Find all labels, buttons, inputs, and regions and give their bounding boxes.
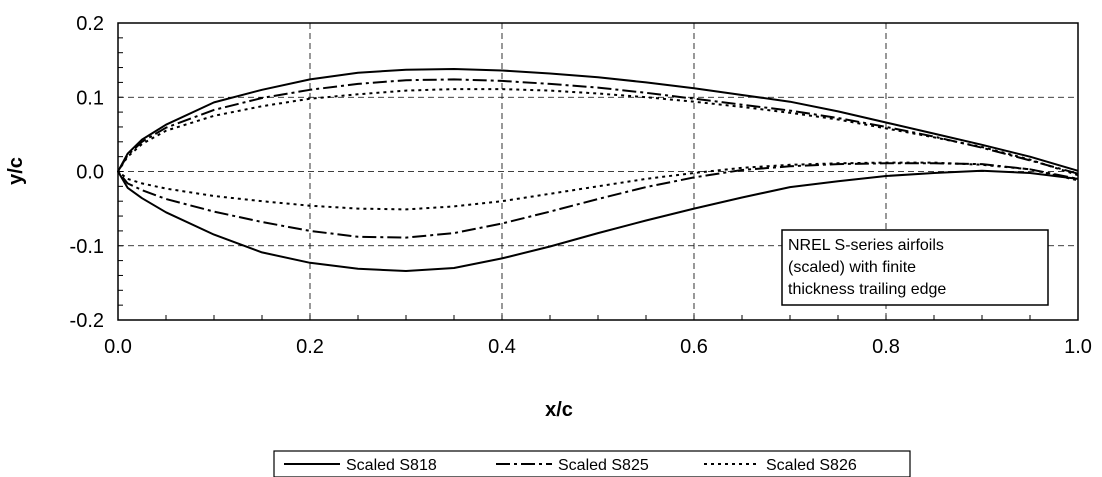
y-tick-labels: -0.2 -0.1 0.0 0.1 0.2: [70, 13, 104, 332]
x-tick-label: 1.0: [1064, 336, 1092, 358]
y-tick-label: 0.2: [76, 13, 104, 35]
minor-ticks: [117, 22, 1079, 321]
annotation-line-2: (scaled) with finite: [788, 259, 916, 276]
x-tick-label: 0.6: [680, 336, 708, 358]
y-tick-label: -0.1: [70, 236, 104, 258]
x-axis-title: x/c: [545, 399, 573, 421]
annotation-line-3: thickness trailing edge: [788, 281, 946, 298]
annotation-box: NREL S-series airfoils (scaled) with fin…: [781, 229, 1049, 306]
legend-frame: [273, 450, 911, 477]
legend-label-3: Scaled S826: [766, 457, 857, 474]
series-line-3: [117, 88, 1079, 211]
x-tick-label: 0.2: [296, 336, 324, 358]
x-tick-labels: 0.0 0.2 0.4 0.6 0.8 1.0: [104, 336, 1092, 358]
series-lines: [117, 68, 1079, 272]
y-tick-label: 0.1: [76, 87, 104, 109]
y-axis-title: y/c: [5, 157, 27, 185]
y-tick-label: 0.0: [76, 162, 104, 184]
legend-label-2: Scaled S825: [558, 457, 649, 474]
x-tick-label: 0.4: [488, 336, 516, 358]
annotation-line-1: NREL S-series airfoils: [788, 237, 944, 254]
annotation-frame: [781, 229, 1049, 306]
legend: Scaled S818 Scaled S825 Scaled S826: [273, 450, 911, 477]
x-tick-label: 0.8: [872, 336, 900, 358]
x-tick-label: 0.0: [104, 336, 132, 358]
series-line-2: [117, 78, 1079, 239]
legend-label-1: Scaled S818: [346, 457, 437, 474]
y-tick-label: -0.2: [70, 310, 104, 332]
